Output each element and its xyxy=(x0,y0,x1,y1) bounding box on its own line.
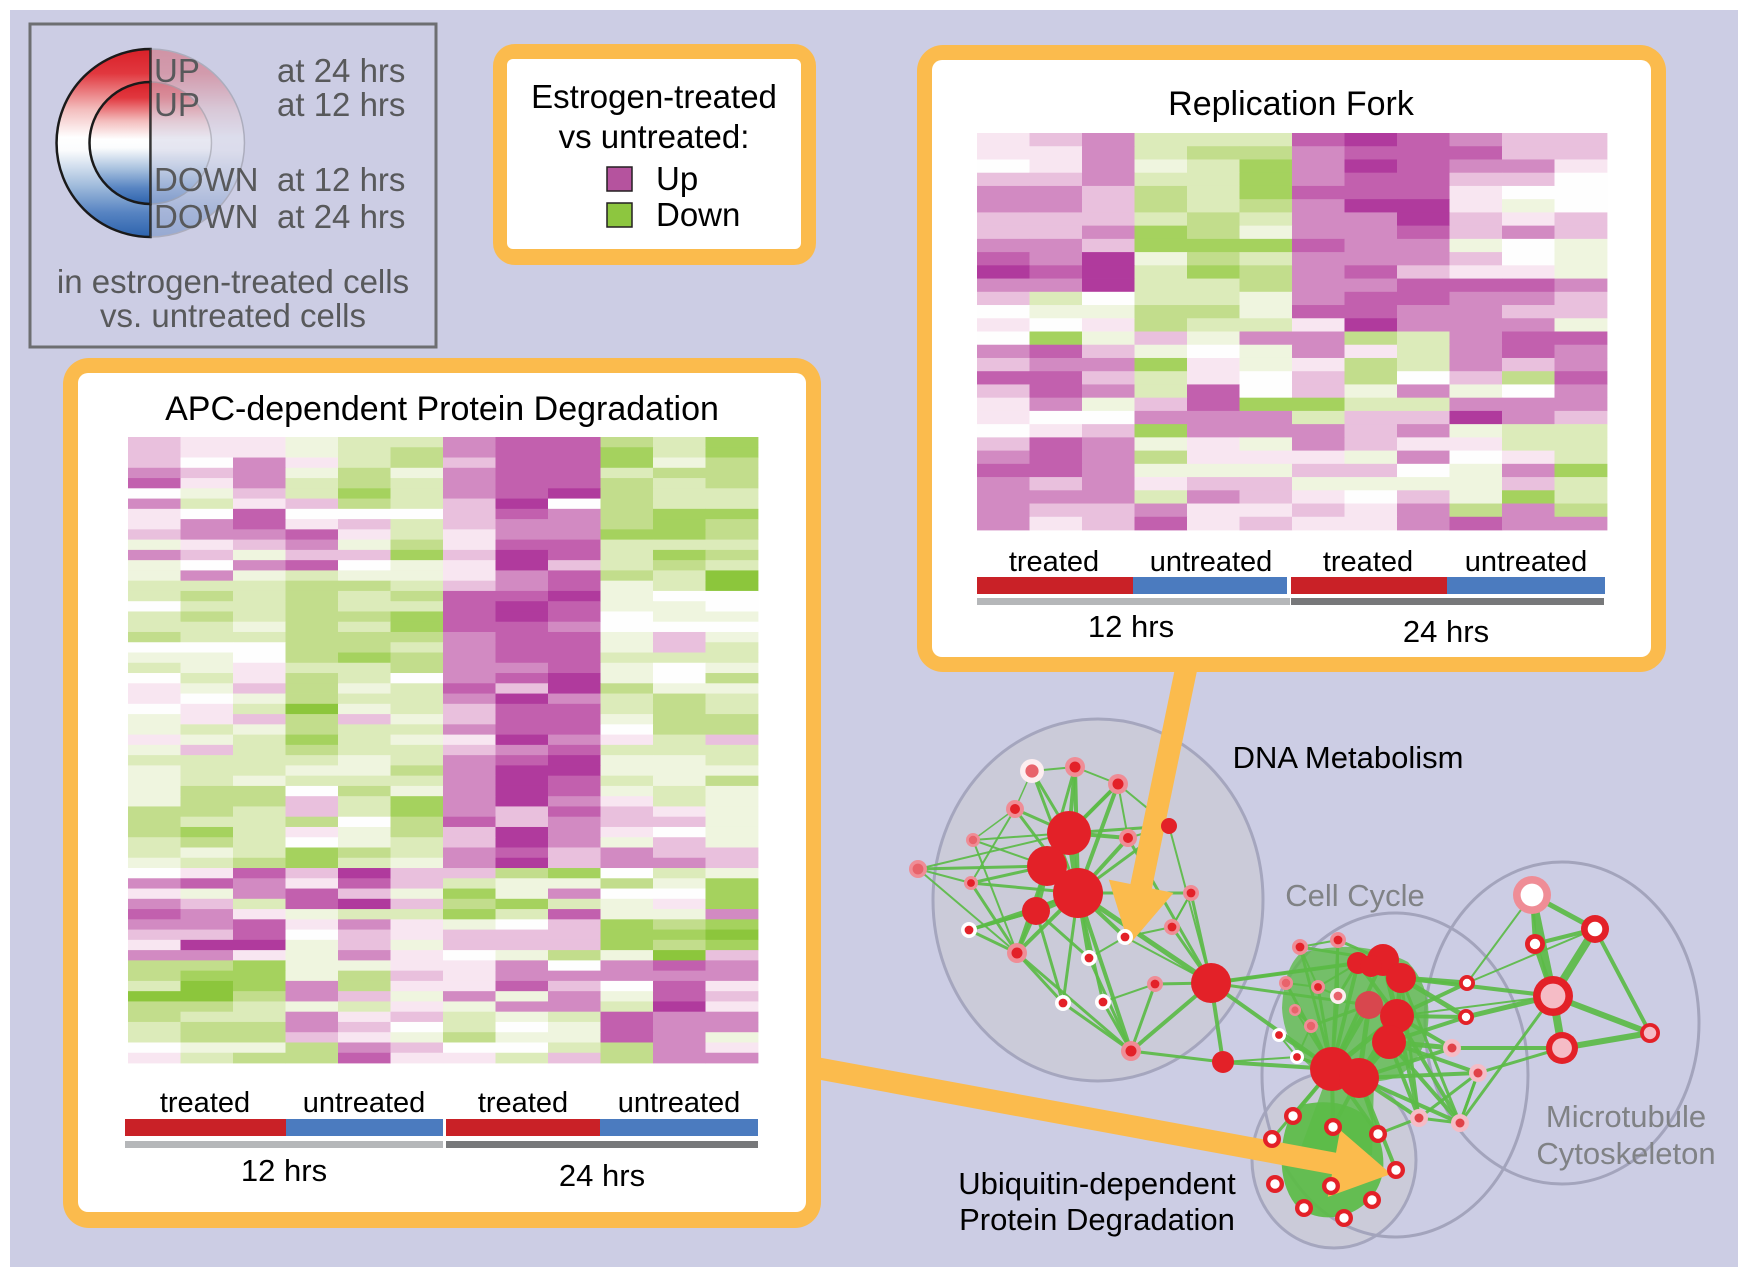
svg-text:Cell Cycle: Cell Cycle xyxy=(1285,878,1425,913)
svg-text:UP: UP xyxy=(154,52,200,89)
svg-text:untreated: untreated xyxy=(303,1087,426,1119)
svg-text:untreated: untreated xyxy=(1150,546,1273,578)
svg-text:untreated: untreated xyxy=(618,1087,741,1119)
svg-text:24 hrs: 24 hrs xyxy=(1403,614,1489,649)
svg-text:vs untreated:: vs untreated: xyxy=(559,118,750,155)
svg-text:treated: treated xyxy=(160,1087,250,1119)
svg-text:at 12 hrs: at 12 hrs xyxy=(277,86,405,123)
svg-text:treated: treated xyxy=(1009,546,1099,578)
svg-text:Down: Down xyxy=(656,196,740,233)
svg-text:DOWN: DOWN xyxy=(154,198,258,235)
svg-text:vs. untreated cells: vs. untreated cells xyxy=(100,297,366,334)
svg-text:Ubiquitin-dependent: Ubiquitin-dependent xyxy=(958,1166,1236,1201)
svg-text:APC-dependent Protein Degradat: APC-dependent Protein Degradation xyxy=(165,390,719,428)
svg-text:Up: Up xyxy=(656,160,698,197)
svg-text:Cytoskeleton: Cytoskeleton xyxy=(1536,1136,1715,1171)
svg-text:DOWN: DOWN xyxy=(154,161,258,198)
svg-text:Microtubule: Microtubule xyxy=(1546,1099,1706,1134)
svg-text:treated: treated xyxy=(478,1087,568,1119)
svg-text:UP: UP xyxy=(154,86,200,123)
svg-text:12 hrs: 12 hrs xyxy=(1088,609,1174,644)
svg-text:at 24 hrs: at 24 hrs xyxy=(277,198,405,235)
svg-text:at 12 hrs: at 12 hrs xyxy=(277,161,405,198)
svg-text:at 24 hrs: at 24 hrs xyxy=(277,52,405,89)
svg-text:12 hrs: 12 hrs xyxy=(241,1153,327,1188)
svg-text:24 hrs: 24 hrs xyxy=(559,1158,645,1193)
svg-text:in estrogen-treated cells: in estrogen-treated cells xyxy=(57,263,409,300)
svg-text:Estrogen-treated: Estrogen-treated xyxy=(531,78,777,115)
svg-text:untreated: untreated xyxy=(1465,546,1588,578)
svg-text:Replication Fork: Replication Fork xyxy=(1168,85,1415,123)
svg-text:DNA Metabolism: DNA Metabolism xyxy=(1233,740,1464,775)
svg-text:Protein Degradation: Protein Degradation xyxy=(959,1202,1235,1237)
svg-text:treated: treated xyxy=(1323,546,1413,578)
